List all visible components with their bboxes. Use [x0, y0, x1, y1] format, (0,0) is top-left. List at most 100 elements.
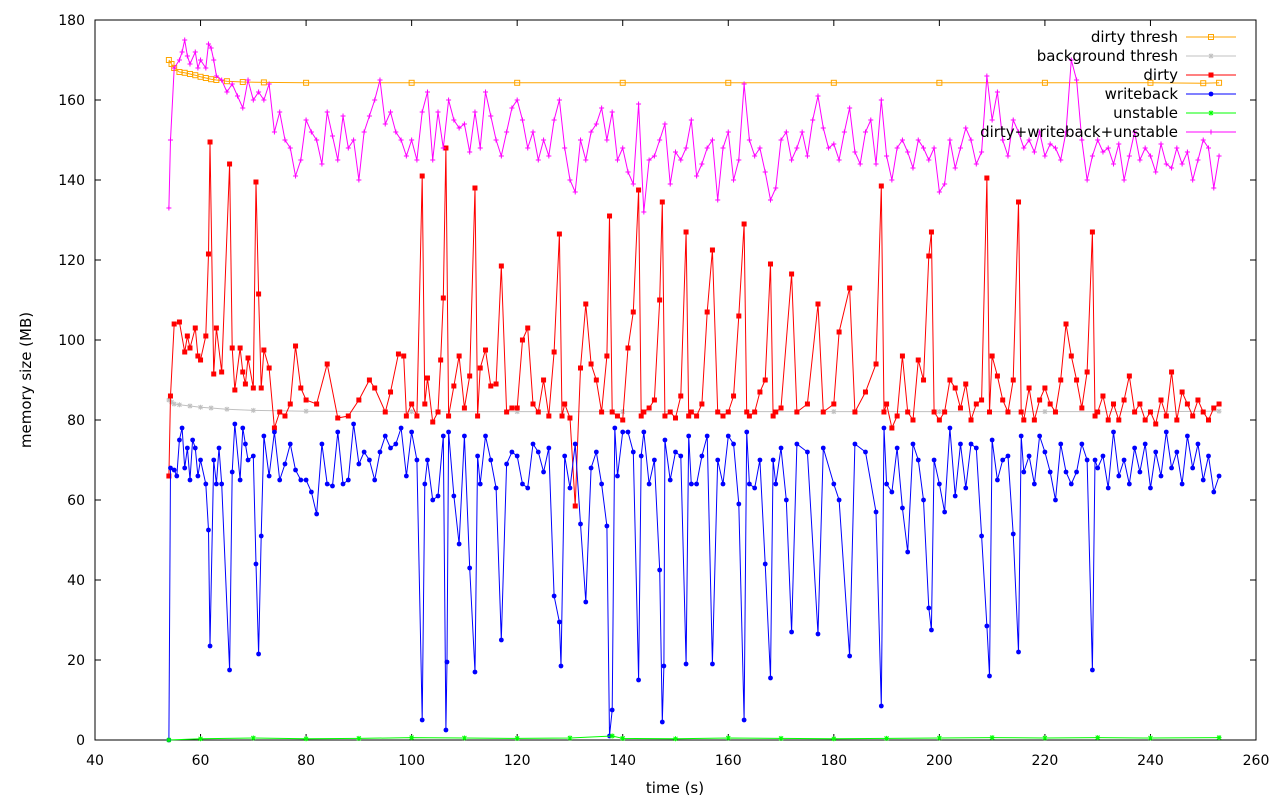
data-point — [195, 473, 201, 479]
data-point — [725, 409, 731, 415]
data-point — [799, 129, 805, 135]
data-point — [757, 145, 763, 151]
data-point — [1058, 377, 1064, 383]
data-point — [541, 137, 547, 143]
data-point — [1068, 353, 1074, 359]
data-point — [211, 371, 217, 377]
data-point — [435, 109, 441, 115]
y-tick-label: 100 — [58, 333, 85, 349]
data-point — [356, 397, 362, 403]
data-point — [258, 385, 264, 391]
data-point — [261, 347, 267, 353]
data-point — [546, 445, 552, 451]
data-point — [725, 735, 731, 741]
data-point — [258, 533, 264, 539]
data-point — [444, 659, 450, 665]
data-point — [620, 429, 626, 435]
data-point — [314, 511, 320, 517]
data-point — [1158, 141, 1164, 147]
data-point — [388, 389, 394, 395]
data-point — [715, 457, 721, 463]
data-point — [409, 429, 415, 435]
data-point — [947, 137, 953, 143]
data-point — [884, 153, 890, 159]
data-point — [710, 661, 715, 667]
data-point — [963, 485, 969, 491]
data-point — [731, 441, 736, 447]
data-point — [558, 663, 564, 669]
x-tick-label: 100 — [398, 753, 425, 769]
data-point — [1216, 401, 1222, 407]
data-point — [651, 153, 657, 159]
data-point — [467, 373, 473, 379]
data-point — [330, 483, 335, 489]
data-point — [166, 397, 172, 403]
data-point — [335, 415, 341, 421]
data-point — [620, 735, 626, 741]
data-point — [1116, 417, 1122, 423]
data-point — [211, 57, 217, 63]
data-point — [936, 409, 942, 415]
data-point — [195, 65, 201, 71]
data-point — [794, 145, 800, 151]
data-point — [973, 161, 979, 167]
data-point — [673, 736, 678, 742]
y-tick-label: 160 — [58, 93, 85, 109]
data-point — [198, 736, 204, 742]
data-point — [984, 175, 990, 181]
data-point — [1111, 429, 1116, 435]
data-point — [171, 401, 177, 407]
data-point — [198, 457, 203, 463]
data-point — [863, 449, 868, 455]
data-point — [646, 405, 652, 411]
legend-label: dirty+writeback+unstable — [980, 123, 1178, 141]
data-point — [625, 345, 631, 351]
data-point — [203, 333, 209, 339]
data-point — [240, 105, 246, 111]
data-point — [1031, 481, 1037, 487]
data-point — [804, 153, 810, 159]
data-point — [995, 477, 1000, 483]
data-point — [1179, 481, 1185, 487]
data-point — [409, 401, 415, 407]
data-point — [192, 445, 198, 451]
data-point — [667, 181, 673, 187]
data-point — [245, 457, 251, 463]
data-point — [205, 41, 211, 47]
data-point — [493, 485, 499, 491]
data-point — [298, 385, 304, 391]
data-point — [435, 409, 441, 415]
data-point — [583, 599, 589, 605]
data-point — [187, 477, 193, 483]
data-point — [324, 109, 330, 115]
data-point — [625, 169, 631, 175]
data-point — [1010, 377, 1016, 383]
data-point — [620, 409, 626, 415]
data-point — [604, 353, 610, 359]
data-point — [1041, 79, 1048, 86]
data-point — [1163, 429, 1169, 435]
data-point — [820, 409, 826, 415]
data-point — [921, 497, 926, 503]
data-point — [250, 453, 256, 459]
data-point — [256, 291, 262, 297]
data-point — [767, 197, 773, 203]
series-line — [168, 399, 1220, 413]
data-point — [973, 401, 979, 407]
data-point — [889, 425, 895, 431]
data-point — [905, 149, 911, 155]
data-point — [646, 481, 652, 487]
data-point — [1174, 417, 1180, 423]
data-point — [461, 405, 467, 411]
data-point — [171, 467, 177, 473]
data-point — [1021, 469, 1027, 475]
data-point — [195, 353, 201, 359]
data-point — [820, 125, 826, 131]
data-point — [831, 736, 837, 742]
data-point — [1042, 385, 1048, 391]
data-point — [422, 401, 428, 407]
legend-item-dirty-writeback-unstable: dirty+writeback+unstable — [980, 123, 1236, 141]
data-point — [704, 145, 710, 151]
data-point — [952, 165, 958, 171]
data-point — [704, 433, 710, 439]
